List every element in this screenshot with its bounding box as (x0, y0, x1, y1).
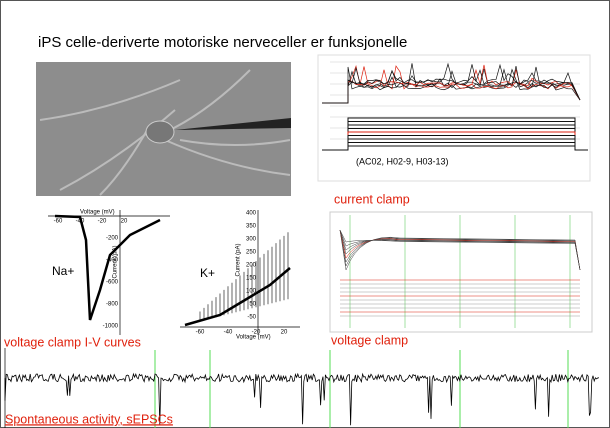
cc-trace (322, 64, 581, 104)
caption-spontaneous: Spontaneous activity, sEPSCs (5, 412, 173, 426)
tick-label: -600 (106, 280, 119, 286)
k-curve (184, 267, 291, 327)
voltage-clamp-image (329, 211, 593, 333)
cc-trace (322, 62, 581, 104)
k-x-label: Voltage (mV) (236, 335, 271, 341)
neurite (179, 139, 291, 146)
neurite (169, 69, 251, 131)
pipette (175, 118, 291, 130)
cell-lines: (AC02, H02-9, H03-13) (356, 156, 449, 166)
caption-iv-curves: voltage clamp I-V curves (4, 335, 141, 349)
photo-detail (39, 69, 291, 196)
tick-label: 200 (246, 263, 257, 269)
k-label: K+ (200, 266, 215, 280)
slide-title: iPS celle-deriverte motoriske nervecelle… (38, 34, 407, 51)
tick-label: -20 (252, 330, 261, 336)
tick-label: 150 (246, 276, 257, 282)
caption-voltage-clamp: voltage clamp (331, 333, 408, 347)
tick-label: -40 (224, 330, 233, 336)
caption-current-clamp: current clamp (334, 192, 410, 206)
tick-label: 250 (246, 250, 257, 256)
k-y-label: Current (pA) (236, 243, 242, 276)
cc-trace (322, 66, 581, 104)
tick-label: 50 (249, 302, 256, 308)
tick-label: 300 (246, 237, 257, 243)
na-label: Na+ (52, 264, 74, 278)
tick-label: -800 (106, 302, 119, 308)
neurite (99, 124, 151, 196)
tick-label: 400 (246, 211, 257, 217)
neurite (39, 79, 181, 121)
sp-trace (4, 372, 600, 426)
tick-label: -400 (106, 258, 119, 264)
tick-label: -200 (106, 236, 119, 242)
na-y-label: Current (pA) (113, 245, 119, 278)
tick-label: -50 (247, 315, 256, 321)
tick-label: -60 (196, 330, 205, 336)
tick-label: -20 (98, 219, 107, 225)
tick-label: -40 (76, 219, 85, 225)
tick-label: 20 (121, 219, 128, 225)
soma (145, 120, 175, 144)
cc-trace (322, 63, 581, 104)
vc-trace (339, 229, 581, 271)
tick-label: -1000 (103, 324, 119, 330)
tick-label: 100 (246, 289, 257, 295)
spontaneous-trace (4, 348, 600, 428)
neurite (164, 139, 291, 176)
iv-plots: -60 -40 -20 20 -200 -400 -600 -800 -1000 -60 -40 -2… (48, 210, 300, 336)
tick-label: 20 (281, 330, 288, 336)
tick-label: -60 (54, 219, 63, 225)
na-x-label: Voltage (mV) (80, 210, 115, 216)
tick-label: 350 (246, 224, 257, 230)
voltage-clamp-traces (339, 215, 581, 328)
current-clamp-traces (322, 61, 588, 151)
step (322, 145, 588, 151)
na-curve (54, 214, 161, 321)
